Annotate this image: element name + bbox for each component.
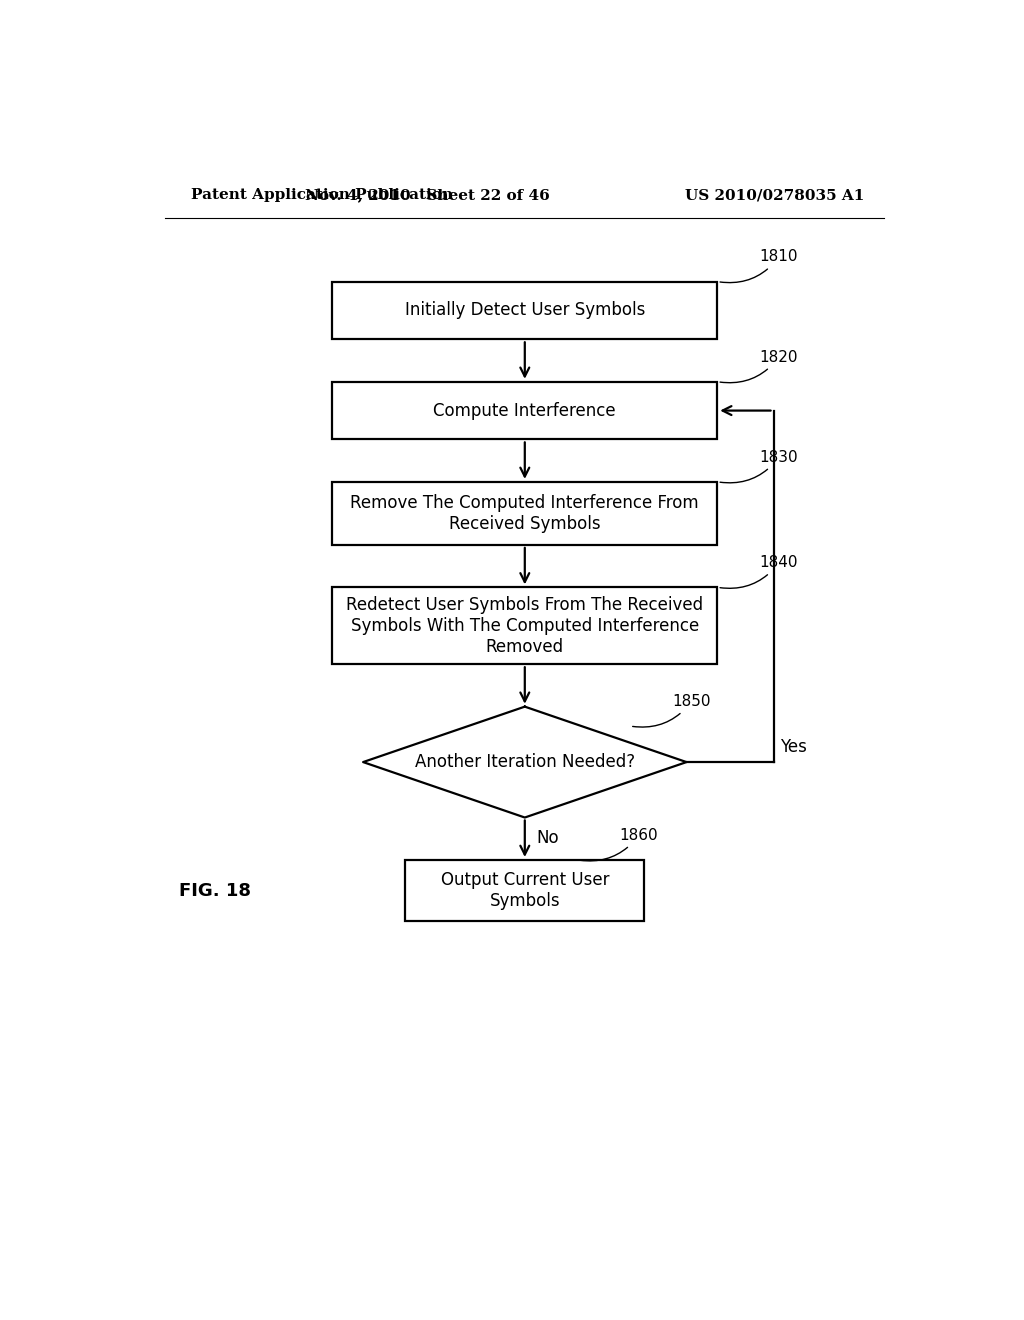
Text: Redetect User Symbols From The Received
Symbols With The Computed Interference
R: Redetect User Symbols From The Received …: [346, 597, 703, 656]
Bar: [333, 482, 717, 545]
Text: Patent Application Publication: Patent Application Publication: [190, 189, 453, 202]
Bar: [406, 859, 644, 921]
Bar: [333, 281, 717, 339]
Text: 1850: 1850: [633, 694, 711, 727]
Text: Nov. 4, 2010   Sheet 22 of 46: Nov. 4, 2010 Sheet 22 of 46: [304, 189, 550, 202]
Text: Remove The Computed Interference From
Received Symbols: Remove The Computed Interference From Re…: [350, 494, 699, 533]
Text: Initially Detect User Symbols: Initially Detect User Symbols: [404, 301, 645, 319]
Text: Output Current User
Symbols: Output Current User Symbols: [440, 871, 609, 909]
Text: 1840: 1840: [720, 556, 798, 589]
Bar: [333, 381, 717, 440]
Text: 1830: 1830: [720, 450, 799, 483]
Text: Compute Interference: Compute Interference: [433, 401, 616, 420]
Text: 1810: 1810: [720, 249, 798, 282]
Text: US 2010/0278035 A1: US 2010/0278035 A1: [685, 189, 864, 202]
Text: 1820: 1820: [720, 350, 798, 383]
Text: Yes: Yes: [779, 738, 807, 756]
Text: Another Iteration Needed?: Another Iteration Needed?: [415, 754, 635, 771]
Text: 1860: 1860: [580, 828, 658, 861]
Text: FIG. 18: FIG. 18: [179, 882, 251, 900]
Text: No: No: [537, 829, 559, 847]
Bar: [333, 587, 717, 664]
